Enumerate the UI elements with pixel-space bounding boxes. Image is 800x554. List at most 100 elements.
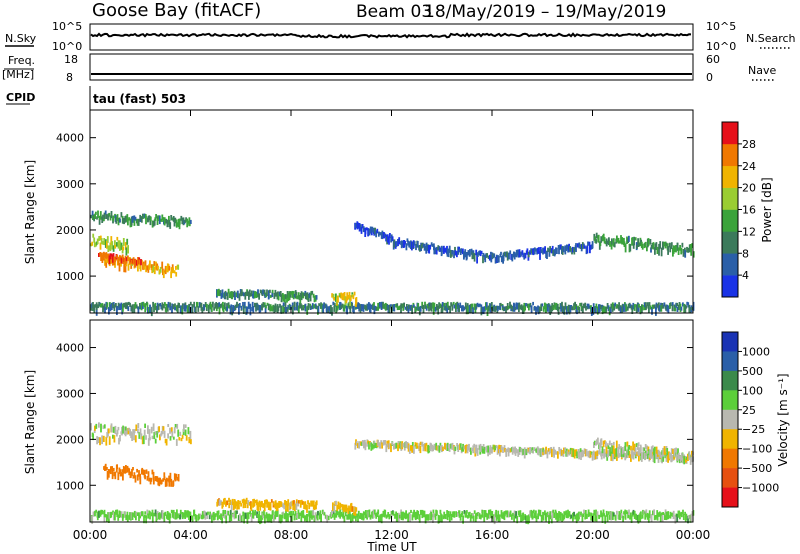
echo-cell xyxy=(652,242,655,250)
echo-cell xyxy=(135,513,137,521)
echo-cell xyxy=(463,510,466,515)
echo-cell xyxy=(600,438,603,445)
echo-cell xyxy=(611,238,613,245)
echo-cell xyxy=(580,511,582,516)
echo-cell xyxy=(393,304,396,312)
echo-cell xyxy=(360,442,363,446)
echo-cell xyxy=(411,514,414,521)
echo-cell xyxy=(242,302,244,307)
echo-cell xyxy=(361,440,364,446)
echo-cell xyxy=(368,228,371,236)
echo-cell xyxy=(618,240,621,244)
echo-cell xyxy=(391,304,394,311)
echo-cell xyxy=(618,444,621,449)
echo-cell xyxy=(311,290,314,295)
echo-cell xyxy=(352,295,355,300)
echo-cell xyxy=(378,231,380,235)
echo-cell xyxy=(431,243,434,247)
y-tick-label: 1000 xyxy=(56,479,84,492)
colorbar-tick-label: 24 xyxy=(742,160,756,173)
echo-cell xyxy=(132,475,135,479)
echo-cell xyxy=(484,254,487,263)
echo-cell xyxy=(457,444,460,452)
echo-cell xyxy=(488,254,491,261)
echo-cell xyxy=(397,441,400,445)
echo-cell xyxy=(447,305,450,310)
echo-cell xyxy=(174,307,177,311)
echo-cell xyxy=(597,234,600,243)
echo-cell xyxy=(152,264,155,273)
echo-cell xyxy=(181,434,184,439)
colorbar-cell xyxy=(722,143,738,167)
echo-cell xyxy=(545,303,548,312)
echo-cell xyxy=(666,304,669,312)
echo-cell xyxy=(522,448,525,455)
echo-cell xyxy=(218,499,221,506)
echo-cell xyxy=(432,514,434,523)
echo-cell xyxy=(143,514,146,518)
echo-cell xyxy=(655,515,657,520)
echo-cell xyxy=(250,514,253,523)
echo-cell xyxy=(438,445,441,453)
echo-cell xyxy=(340,512,343,517)
echo-cell xyxy=(687,515,690,519)
echo-cell xyxy=(122,238,125,246)
echo-cell xyxy=(520,251,522,257)
echo-cell xyxy=(224,290,227,300)
echo-cell xyxy=(665,511,668,521)
echo-cell xyxy=(439,509,442,514)
echo-cell xyxy=(369,514,372,520)
echo-cell xyxy=(626,306,629,311)
echo-cell xyxy=(296,295,299,300)
echo-cell xyxy=(99,303,102,308)
echo-cell xyxy=(608,306,611,316)
echo-cell xyxy=(249,303,252,308)
echo-cell xyxy=(236,501,238,510)
echo-cell xyxy=(167,301,170,308)
echo-cell xyxy=(122,473,124,481)
echo-cell xyxy=(660,451,663,458)
echo-cell xyxy=(332,510,335,515)
echo-cell xyxy=(134,259,137,268)
echo-cell xyxy=(264,499,266,507)
echo-cell xyxy=(656,303,659,308)
echo-cell xyxy=(208,515,211,520)
echo-cell xyxy=(149,260,151,268)
y-tick-label: 4000 xyxy=(56,132,84,145)
echo-cell xyxy=(418,443,421,452)
echo-cell xyxy=(644,444,647,449)
echo-cell xyxy=(272,501,275,506)
echo-cell xyxy=(268,513,270,522)
echo-cell xyxy=(384,302,387,311)
echo-cell xyxy=(233,511,236,520)
echo-cell xyxy=(279,502,281,508)
echo-cell xyxy=(364,510,367,519)
echo-cell xyxy=(351,303,353,309)
echo-cell xyxy=(587,241,589,246)
echo-cell xyxy=(471,448,473,452)
echo-cell xyxy=(150,307,153,317)
echo-cell xyxy=(520,447,523,453)
echo-cell xyxy=(503,251,506,257)
echo-cell xyxy=(303,292,305,297)
echo-cell xyxy=(379,302,381,307)
echo-cell xyxy=(417,511,419,516)
echo-cell xyxy=(495,514,498,521)
echo-cell xyxy=(268,290,270,299)
echo-cell xyxy=(599,241,602,247)
echo-cell xyxy=(277,306,280,312)
echo-cell xyxy=(662,453,665,462)
velocity-echo-layer xyxy=(90,422,695,525)
echo-cell xyxy=(162,217,164,222)
echo-cell xyxy=(165,303,168,313)
echo-cell xyxy=(258,510,261,518)
echo-cell xyxy=(454,446,457,451)
echo-cell xyxy=(377,439,379,446)
echo-cell xyxy=(633,451,636,456)
echo-cell xyxy=(388,307,391,314)
echo-cell xyxy=(481,446,484,454)
echo-cell xyxy=(620,235,622,244)
echo-cell xyxy=(120,242,123,250)
echo-cell xyxy=(313,504,316,510)
echo-cell xyxy=(165,266,168,273)
